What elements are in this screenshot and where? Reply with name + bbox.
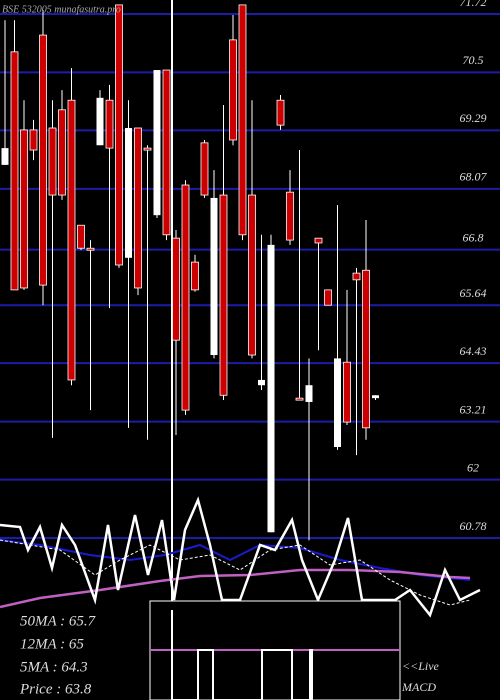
candle-body: [67, 99, 76, 381]
candle-body: [200, 142, 209, 196]
candle-body: [219, 194, 228, 396]
candle-body: [305, 385, 313, 402]
indicator-white: [0, 496, 481, 618]
candle-body: [343, 361, 351, 423]
annotations: 50MA : 65.7 12MA : 65 5MA : 64.3 Price : 63…: [19, 613, 440, 697]
indicator-blue: [0, 539, 471, 581]
candles-layer: [1, 4, 379, 541]
y-tick-label: 65.64: [460, 286, 487, 300]
candle-body: [115, 4, 123, 266]
candle-body: [134, 127, 142, 289]
y-tick-label: 62: [467, 460, 479, 474]
candle-body: [276, 99, 285, 126]
candle-body: [96, 97, 104, 146]
candle-body: [143, 147, 152, 151]
candle-body: [267, 244, 275, 533]
candle-body: [334, 358, 341, 447]
macd-line: [171, 610, 313, 700]
candle-body: [248, 194, 256, 356]
candle-body: [77, 224, 85, 249]
chart-title: BSE 532005 munafasutra.pro: [2, 4, 121, 15]
candle-body: [181, 184, 190, 411]
y-tick-label: 69.29: [460, 111, 487, 125]
y-tick-label: 60.78: [460, 519, 487, 533]
candle-body: [153, 70, 161, 216]
candle-body: [162, 69, 171, 236]
y-tick-label: 63.21: [460, 402, 487, 416]
candle-body: [39, 34, 47, 286]
candle-body: [238, 4, 247, 236]
candle-body: [58, 109, 66, 196]
candle-body: [1, 148, 9, 165]
candle-body: [172, 237, 180, 341]
annotation: 12MA : 65: [20, 636, 84, 652]
candle-body: [29, 129, 38, 151]
candle-body: [314, 237, 323, 244]
candle-body: [286, 191, 294, 241]
candle-body: [191, 261, 199, 291]
candle-body: [352, 272, 361, 281]
candle-body: [48, 127, 57, 196]
candle-body: [86, 247, 95, 251]
candle-body: [210, 197, 218, 356]
candle-body: [372, 395, 379, 399]
y-tick-label: 66.8: [463, 230, 484, 244]
annotation: <<Live: [402, 659, 440, 673]
candle-body: [295, 397, 304, 401]
candle-body: [324, 289, 332, 306]
annotation: Price : 63.8: [19, 681, 92, 697]
y-tick-label: 71.72: [460, 0, 487, 9]
candle-body: [258, 379, 265, 386]
y-tick-label: 70.5: [463, 53, 484, 67]
candle-body: [10, 51, 19, 291]
annotation: MACD: [401, 680, 436, 694]
y-tick-label: 68.07: [460, 170, 488, 184]
candle-body: [362, 269, 370, 429]
annotation: 5MA : 64.3: [20, 659, 88, 675]
annotation: 50MA : 65.7: [20, 613, 97, 629]
candle-body: [20, 129, 28, 289]
candle-body: [105, 99, 114, 149]
candle-body: [229, 39, 237, 141]
candle-body: [125, 127, 132, 258]
y-tick-label: 64.43: [460, 344, 487, 358]
